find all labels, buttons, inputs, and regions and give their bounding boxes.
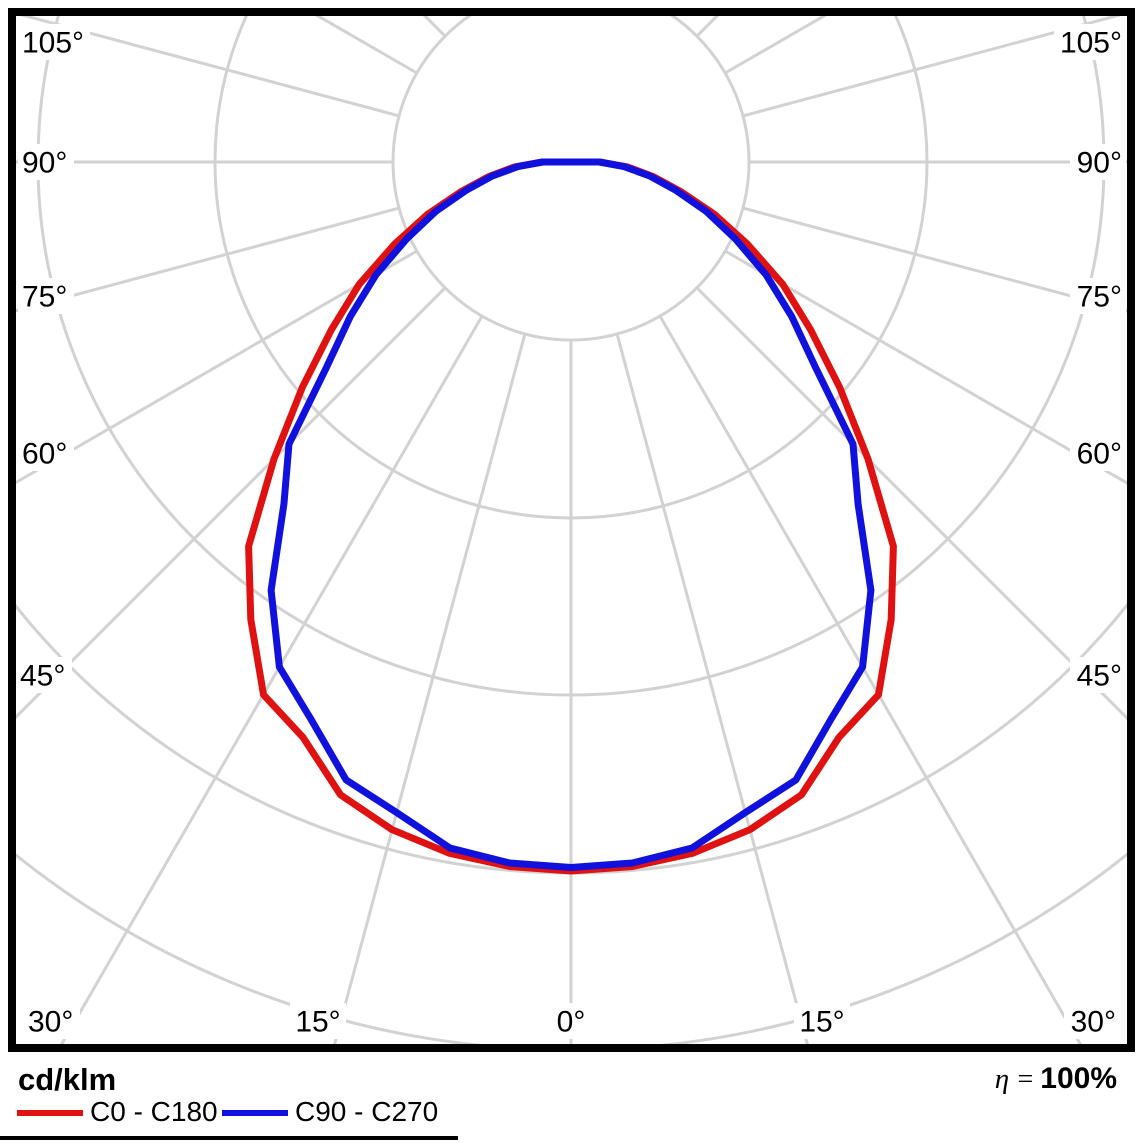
- curve-c0-c180: [245, 158, 897, 875]
- legend-label-c0-c180: C0 - C180: [90, 1096, 218, 1127]
- grid-spoke: [658, 315, 1082, 1044]
- grid-spoke: [60, 315, 484, 1044]
- angle-label: 0°: [557, 1006, 586, 1039]
- angle-label-bg: [1070, 657, 1126, 693]
- equals-sign: =: [1017, 1064, 1034, 1095]
- efficiency-label: η = 100%: [995, 1062, 1117, 1096]
- angle-label-bg: [24, 1003, 80, 1039]
- angle-label: 90°: [1077, 147, 1122, 180]
- angle-label-bg: [18, 435, 74, 471]
- grid-spoke: [742, 206, 1127, 313]
- angle-label: 105°: [22, 27, 84, 60]
- angle-label-bg: [1070, 435, 1126, 471]
- grid-spoke: [724, 249, 1127, 485]
- angle-label-bg: [18, 144, 74, 180]
- bottom-divider-line: [0, 1136, 458, 1140]
- grid-spoke: [660, 0, 1143, 8]
- angle-label-bg: [290, 1003, 346, 1039]
- angle-label-bg: [1064, 1003, 1120, 1039]
- angle-label-bg: [1054, 24, 1126, 60]
- angle-label: 15°: [295, 1006, 340, 1039]
- efficiency-value: 100%: [1040, 1062, 1117, 1095]
- angle-label-bg: [551, 1003, 591, 1039]
- grid-ring: [391, 16, 751, 342]
- angle-label: 75°: [1077, 281, 1122, 314]
- legend-swatch-c90-c270: [222, 1110, 288, 1116]
- grid-spoke: [16, 206, 400, 313]
- angle-label: 30°: [1071, 1006, 1116, 1039]
- angle-label: 45°: [1077, 660, 1122, 693]
- angle-label-bg: [1070, 278, 1126, 314]
- angle-label: 60°: [22, 438, 67, 471]
- grid-spoke: [742, 16, 1122, 118]
- angle-label-bg: [1070, 144, 1126, 180]
- angle-label: 105°: [1060, 27, 1122, 60]
- legend-swatch-c0-c180: [17, 1110, 83, 1116]
- grid-spoke: [0, 0, 482, 8]
- angle-label: 45°: [20, 660, 65, 693]
- angle-label: 30°: [28, 1006, 73, 1039]
- angle-label: 75°: [22, 281, 67, 314]
- legend-label-c90-c270: C90 - C270: [295, 1096, 439, 1127]
- grid-spoke: [20, 16, 400, 118]
- angle-label-bg: [16, 657, 72, 693]
- angle-label-bg: [18, 24, 90, 60]
- grid-spoke: [16, 249, 418, 485]
- curve-c90-c270: [267, 158, 875, 871]
- angle-label: 60°: [1077, 438, 1122, 471]
- units-label: cd/klm: [18, 1062, 117, 1097]
- angle-label: 90°: [22, 147, 67, 180]
- plot-frame: [8, 8, 1135, 1052]
- angle-label: 15°: [799, 1006, 844, 1039]
- angle-label-bg: [18, 278, 74, 314]
- eta-symbol: η: [994, 1063, 1010, 1095]
- angle-label-bg: [794, 1003, 850, 1039]
